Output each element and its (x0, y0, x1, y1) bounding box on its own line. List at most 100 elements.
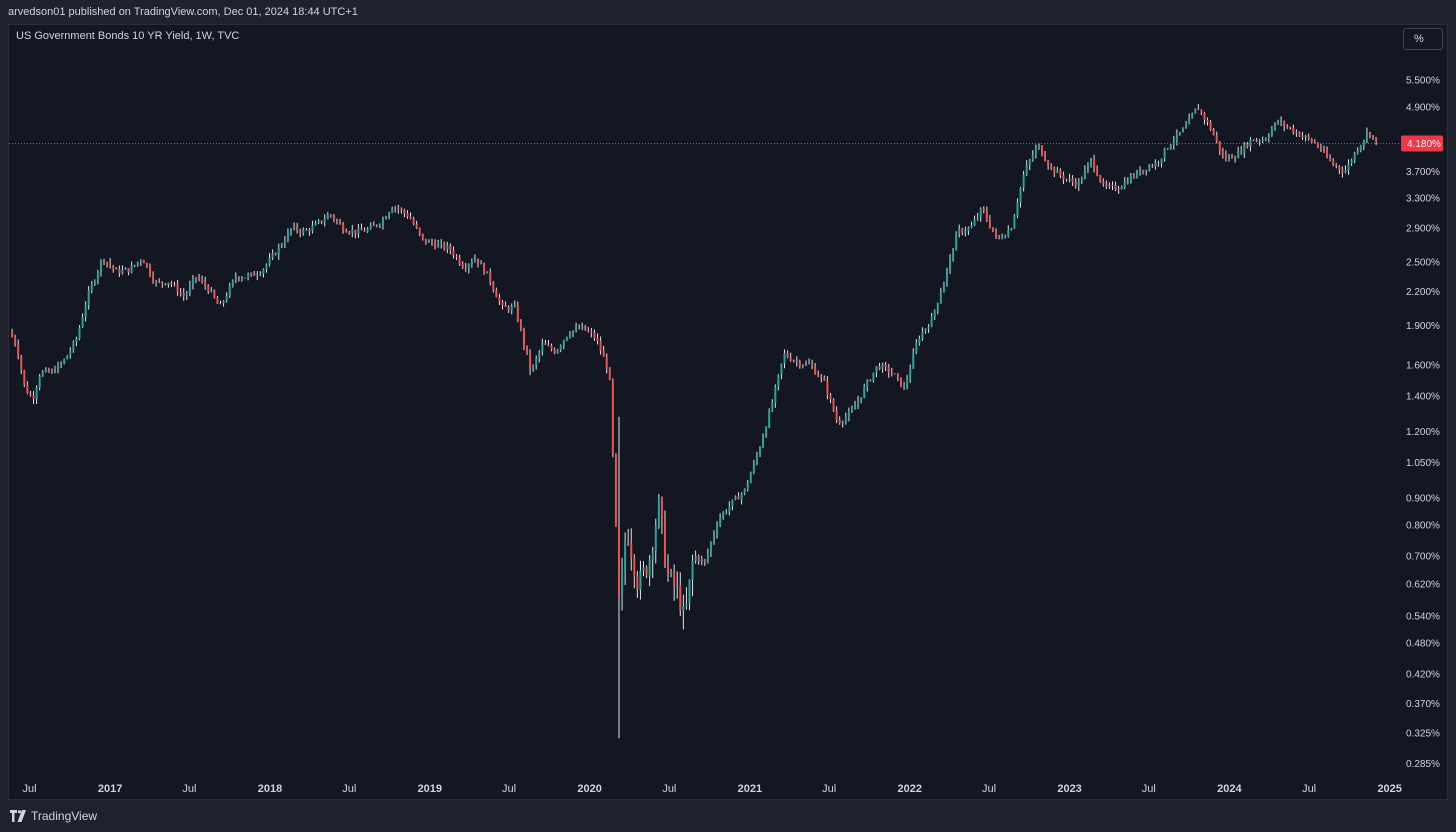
candle-body (804, 363, 807, 366)
candle-body (296, 225, 299, 231)
candle-body (406, 213, 409, 217)
candle-body (1123, 181, 1126, 188)
candle-body (130, 265, 133, 273)
candle-body (231, 280, 234, 286)
candle-body (1169, 144, 1172, 149)
candle-body (225, 296, 228, 302)
candle-body (979, 208, 982, 217)
candle-body (342, 224, 345, 232)
candle-body (250, 272, 253, 275)
candle-body (409, 216, 412, 219)
candle-body (1181, 128, 1184, 133)
candle-body (1286, 126, 1289, 128)
x-axis[interactable]: Jul 2017 Jul 2018 Jul 2019 Jul 2020 Jul 2021 Jul 20… (23, 783, 1402, 795)
candle-body (314, 222, 317, 226)
candle-body (982, 208, 985, 211)
candle-body (480, 263, 483, 265)
candle-body (1341, 169, 1344, 173)
candle-body (1108, 185, 1111, 187)
x-tick-label: Jul (182, 783, 196, 795)
candle-body (544, 342, 547, 345)
candle-body (998, 235, 1001, 238)
candle-body (988, 219, 991, 228)
candle-body (35, 387, 38, 400)
candle-body (893, 373, 896, 375)
candle-body (648, 559, 651, 575)
candle-body (1037, 145, 1040, 148)
candle-body (933, 310, 936, 317)
x-tick-label: Jul (982, 783, 996, 795)
candle-body (431, 240, 434, 244)
candle-body (1114, 184, 1117, 190)
candle-body (385, 217, 388, 220)
candle-body (801, 365, 804, 367)
candle-body (504, 305, 507, 307)
candle-body (1270, 128, 1273, 136)
candle-body (446, 245, 449, 249)
candle-body (1102, 181, 1105, 184)
candle-body (633, 557, 636, 577)
candle-body (590, 331, 593, 333)
candle-body (835, 410, 838, 421)
candle-body (1212, 129, 1215, 136)
candle-body (1129, 175, 1132, 184)
candle-body (476, 258, 479, 264)
candle-body (1258, 140, 1261, 142)
candle-body (66, 355, 69, 360)
candle-body (522, 329, 525, 346)
y-tick-label: 0.620% (1406, 580, 1440, 591)
chart-pane[interactable] (8, 24, 1448, 800)
candle-body (375, 224, 378, 226)
candle-body (1059, 170, 1062, 176)
candle-body (1301, 136, 1304, 138)
candle-body (69, 350, 72, 356)
candle-body (391, 208, 394, 213)
candle-body (841, 421, 844, 424)
candle-body (621, 572, 624, 596)
y-axis[interactable]: 5.500%4.900%4.200%3.700%3.300%2.900%2.50… (1406, 76, 1440, 770)
candle-body (427, 240, 430, 243)
candle-body (1080, 178, 1083, 181)
candle-body (388, 212, 391, 218)
candle-body (415, 224, 418, 228)
candle-body (222, 301, 225, 304)
candle-body (559, 345, 562, 350)
candle-body (323, 219, 326, 223)
candle-body (1264, 139, 1267, 141)
tradingview-brand[interactable]: TradingView (10, 809, 97, 823)
x-tick-label: Jul (1302, 783, 1316, 795)
candle-body (274, 253, 277, 255)
candle-body (1316, 143, 1319, 147)
candle-body (878, 366, 881, 370)
candle-body (1166, 148, 1169, 150)
candle-body (498, 297, 501, 302)
candle-body (679, 585, 682, 611)
candle-body (1347, 163, 1350, 171)
candle-body (765, 427, 768, 437)
candle-body (676, 585, 679, 587)
candle-body (204, 281, 207, 287)
candle-body (1252, 139, 1255, 141)
tradingview-logo-icon (10, 810, 26, 822)
y-tick-label: 2.900% (1406, 223, 1440, 234)
y-tick-label: 0.285% (1406, 759, 1440, 770)
candle-body (103, 260, 106, 263)
candle-body (734, 496, 737, 500)
candle-body (1013, 215, 1016, 229)
candle-body (1062, 175, 1065, 180)
candle-body (1261, 140, 1264, 142)
unit-button[interactable]: % (1403, 28, 1443, 50)
candle-body (808, 363, 811, 365)
candle-body (777, 374, 780, 387)
candle-body (1022, 174, 1025, 188)
candle-body (452, 250, 455, 256)
candle-body (1267, 135, 1270, 140)
candle-body (565, 336, 568, 341)
candle-body (608, 368, 611, 380)
candle-body (1194, 108, 1197, 114)
candle-body (228, 285, 231, 297)
candle-body (320, 220, 323, 223)
candle-body (84, 305, 87, 318)
candle-body (280, 244, 283, 247)
